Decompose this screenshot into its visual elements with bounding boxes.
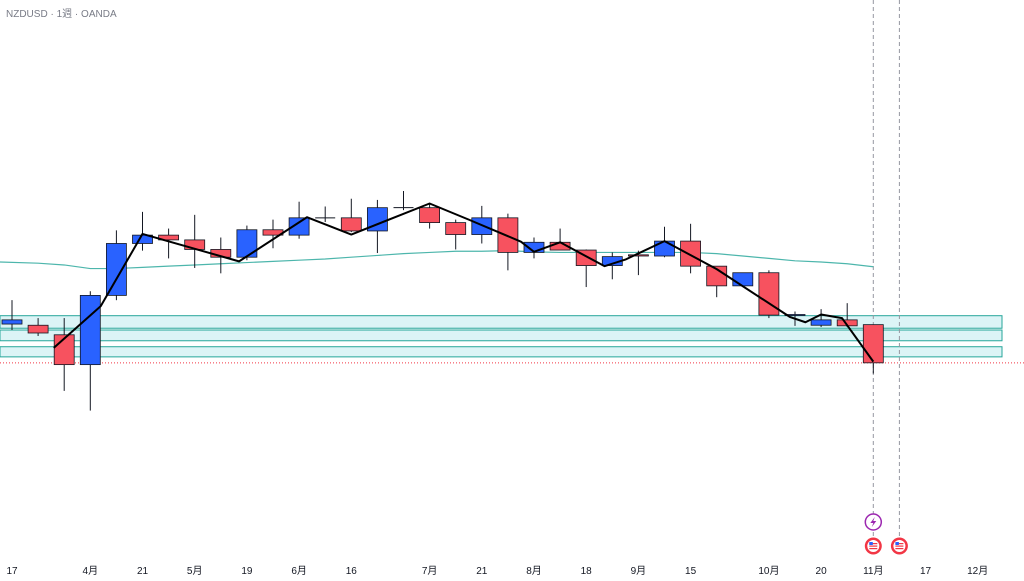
candle[interactable] [236,225,258,261]
us-flag-icon-stripe [895,543,904,545]
candle-body [758,272,780,316]
candle-body [340,217,362,232]
x-axis-tick-label: 11月 [863,565,883,577]
candle-body [27,324,49,334]
candle[interactable] [315,206,336,222]
candle-body [680,240,701,267]
candle[interactable] [732,272,754,287]
candle-body [236,229,258,258]
symbol-label[interactable]: NZDUSD [6,9,48,20]
candle[interactable] [680,223,701,274]
candle[interactable] [836,303,858,328]
us-flag-icon-stripe [895,545,904,547]
candle-body [445,222,467,235]
candle-body [288,217,310,236]
candle[interactable] [628,250,649,276]
candle-body [784,314,806,316]
candle[interactable] [706,265,728,298]
us-flag-icon[interactable] [864,537,882,555]
candle[interactable] [53,318,75,391]
chart-header: NZDUSD · 1週 · OANDA [6,5,117,20]
x-axis-tick-label: 17 [920,566,932,577]
candle[interactable] [27,318,49,336]
header-separator: · [74,9,79,20]
us-flag-icon-stripe [869,545,878,547]
header-separator: · [50,9,54,20]
candle[interactable] [497,213,519,271]
candle-body [106,243,127,296]
x-axis-tick-label: 21 [476,566,488,577]
candle-body [810,319,832,326]
candle[interactable] [184,214,206,268]
candle-body [1,319,23,325]
candle[interactable] [810,309,832,328]
x-axis-tick-label: 4月 [83,565,99,577]
x-axis-tick-label: 18 [581,566,593,577]
candle-body [419,207,441,223]
lightning-icon-bolt [870,517,877,527]
x-axis-tick-label: 19 [241,566,253,577]
candle[interactable] [445,219,467,250]
candle-body [79,295,101,366]
x-axis-tick-label: 9月 [631,565,647,577]
zigzag-line [53,202,875,363]
x-axis-tick-label: 12月 [967,565,988,577]
us-flag-icon-canton [895,542,899,545]
candle[interactable] [393,190,414,211]
x-axis-tick-label: 10月 [758,565,779,577]
candle-body [732,272,754,287]
x-axis-tick-label: 21 [137,566,149,577]
x-axis-tick-label: 5月 [187,565,203,577]
x-axis-tick-label: 7月 [422,565,438,577]
us-flag-icon[interactable] [890,537,908,555]
candle[interactable] [1,300,23,331]
source-label: OANDA [81,9,117,20]
support-zone[interactable] [0,315,1003,329]
moving-average-line [0,250,874,270]
us-flag-icon-stripe [869,543,878,545]
us-flag-icon-canton [869,542,873,545]
candle[interactable] [340,198,362,233]
x-axis-tick-label: 8月 [526,565,542,577]
candle[interactable] [419,203,441,229]
candle[interactable] [79,291,101,411]
candle-body [862,324,884,364]
us-flag-icon-stripe [869,548,878,550]
lightning-icon[interactable] [864,513,883,531]
candle[interactable] [106,230,127,301]
candle[interactable] [523,237,545,259]
candle[interactable] [575,249,597,288]
x-axis-tick-label: 17 [6,566,18,577]
candle-body [628,254,649,257]
candle[interactable] [862,324,884,374]
candle[interactable] [288,201,310,239]
x-axis-tick-label: 15 [685,566,697,577]
interval-label[interactable]: 1週 [56,9,73,20]
candle[interactable] [758,270,780,319]
x-axis-tick-label: 20 [816,566,828,577]
x-axis-tick-label: 16 [346,566,358,577]
x-axis-tick-label: 6月 [291,565,307,577]
support-zone[interactable] [0,329,1003,342]
us-flag-icon-stripe [895,548,904,550]
support-zone[interactable] [0,346,1003,358]
candles-group [1,190,884,411]
